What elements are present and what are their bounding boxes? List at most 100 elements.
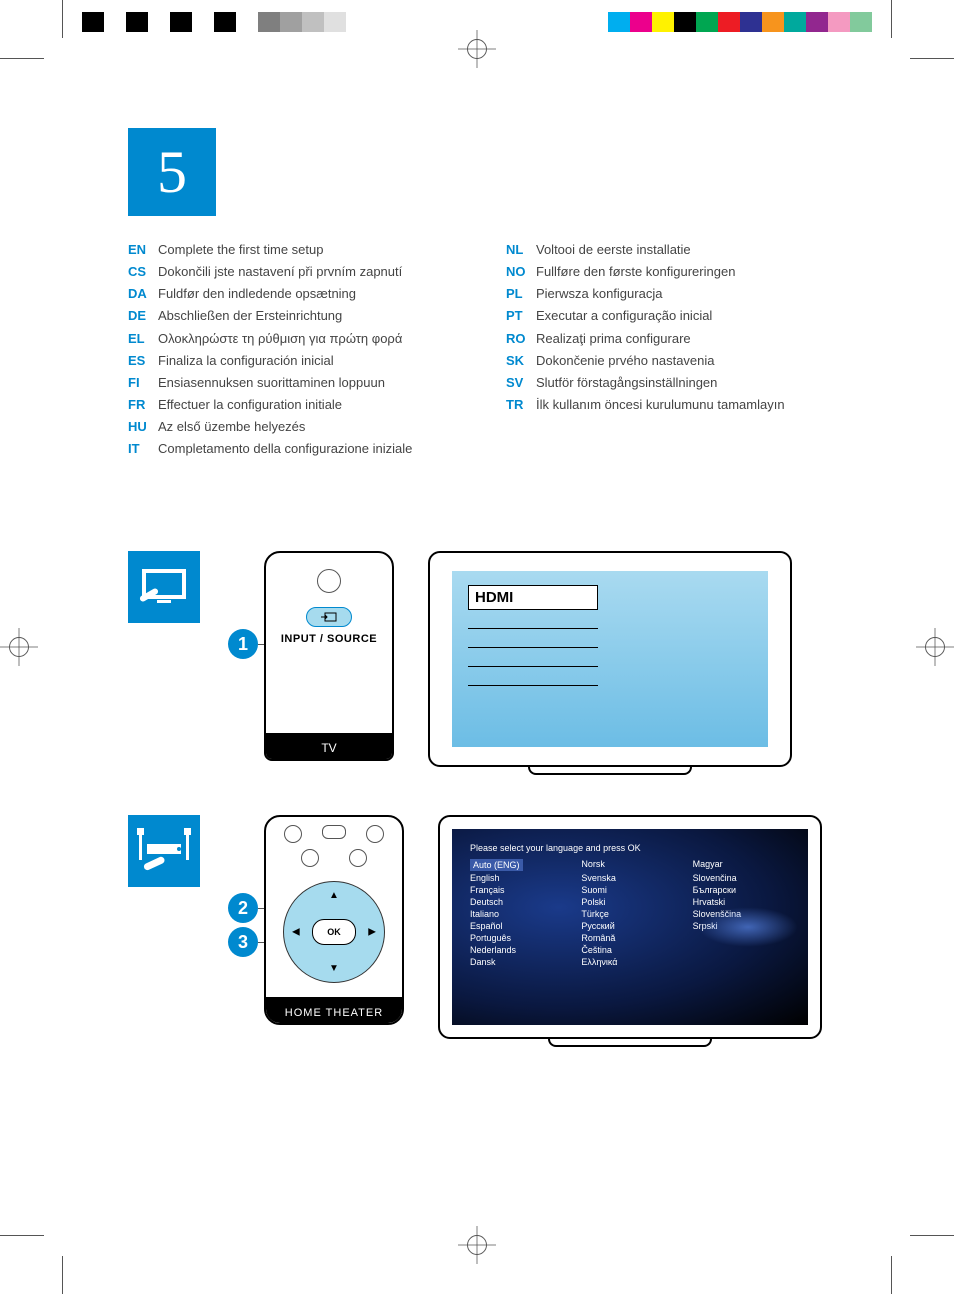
language-code: IT: [128, 439, 158, 459]
language-code: NO: [506, 262, 536, 282]
language-row: ELΟλοκληρώστε τη ρύθμιση για πρώτη φορά: [128, 329, 466, 349]
language-code: PT: [506, 306, 536, 326]
language-code: EN: [128, 240, 158, 260]
figure-row-tv-source: 1 INPUT / SOURCE TV HDMI: [128, 551, 844, 775]
language-row: SKDokončenie prvého nastavenia: [506, 351, 844, 371]
language-row: PTExecutar a configuração inicial: [506, 306, 844, 326]
language-row: ESFinaliza la configuración inicial: [128, 351, 466, 371]
menu-line: [468, 628, 598, 629]
language-text: Slutför förstagångsinställningen: [536, 373, 717, 393]
language-option: [693, 933, 790, 943]
remote-small-button: [284, 825, 302, 843]
language-option: [693, 945, 790, 955]
remote-small-button: [366, 825, 384, 843]
swatch: [718, 12, 740, 32]
language-text: Completamento della configurazione inizi…: [158, 439, 412, 459]
language-option: Dansk: [470, 957, 567, 967]
language-text: Dokončenie prvého nastavenia: [536, 351, 715, 371]
tv-remote-body: INPUT / SOURCE TV: [264, 551, 394, 761]
swatch: [806, 12, 828, 32]
language-option: Italiano: [470, 909, 567, 919]
language-select-screen: Please select your language and press OK…: [438, 815, 822, 1039]
language-option: Srpski: [693, 921, 790, 931]
step-circle-3: 3: [228, 927, 258, 957]
language-code: CS: [128, 262, 158, 282]
language-option: Auto (ENG): [470, 859, 523, 871]
source-menu: HDMI: [468, 585, 598, 686]
swatch: [170, 12, 192, 32]
crop-mark: [891, 0, 892, 38]
swatch: [324, 12, 346, 32]
grayscale-swatches: [82, 12, 346, 32]
menu-line: [468, 685, 598, 686]
language-option: Français: [470, 885, 567, 895]
language-text: İlk kullanım öncesi kurulumunu tamamlayı…: [536, 395, 785, 415]
language-row: CSDokončili jste nastavení při prvním za…: [128, 262, 466, 282]
language-options-grid: Auto (ENG)NorskMagyarEnglishSvenskaSlove…: [470, 859, 790, 967]
step-circle-2: 2: [228, 893, 258, 923]
navigation-pad: OK ▲ ▼ ◀ ▶: [283, 881, 385, 983]
language-text: Fuldfør den indledende opsætning: [158, 284, 356, 304]
home-theater-remote-body: OK ▲ ▼ ◀ ▶ HOME THEATER: [264, 815, 404, 1025]
language-row: SVSlutför förstagångsinställningen: [506, 373, 844, 393]
language-option: Русский: [581, 921, 678, 931]
swatch: [302, 12, 324, 32]
crop-mark: [910, 58, 954, 59]
crop-mark: [62, 0, 63, 38]
language-option: Hrvatski: [693, 897, 790, 907]
language-row: DEAbschließen der Ersteinrichtung: [128, 306, 466, 326]
language-text: Executar a configuração inicial: [536, 306, 712, 326]
language-text: Ολοκληρώστε τη ρύθμιση για πρώτη φορά: [158, 329, 402, 349]
language-row: NLVoltooi de eerste installatie: [506, 240, 844, 260]
input-source-label: INPUT / SOURCE: [276, 633, 382, 645]
registration-mark: [916, 628, 954, 666]
language-code: TR: [506, 395, 536, 415]
language-row: HUAz első üzembe helyezés: [128, 417, 466, 437]
language-text: Dokončili jste nastavení při prvním zapn…: [158, 262, 402, 282]
language-code: PL: [506, 284, 536, 304]
language-code: HU: [128, 417, 158, 437]
language-option: English: [470, 873, 567, 883]
language-text: Realizaţi prima configurare: [536, 329, 691, 349]
language-text: Ensiasennuksen suorittaminen loppuun: [158, 373, 385, 393]
language-option: Português: [470, 933, 567, 943]
language-option: Ελληνικά: [581, 957, 678, 967]
language-option: Norsk: [581, 859, 678, 871]
language-code: SK: [506, 351, 536, 371]
tv-screen-container: HDMI: [428, 551, 792, 775]
language-option: Türkçe: [581, 909, 678, 919]
language-option: Slovenčina: [693, 873, 790, 883]
menu-line: [468, 666, 598, 667]
input-source-button: [306, 607, 352, 627]
tv-stand: [548, 1039, 712, 1047]
swatch: [82, 12, 104, 32]
tv-screen: HDMI: [428, 551, 792, 767]
language-option: Slovenščina: [693, 909, 790, 919]
selected-source: HDMI: [468, 585, 598, 610]
language-option: Español: [470, 921, 567, 931]
page-content: 5 ENComplete the first time setupCSDokon…: [128, 128, 844, 1047]
language-text: Effectuer la configuration initiale: [158, 395, 342, 415]
swatch: [280, 12, 302, 32]
down-arrow-icon: ▼: [329, 963, 339, 974]
language-text: Az első üzembe helyezés: [158, 417, 305, 437]
tv-remote-diagram: 1 INPUT / SOURCE TV: [234, 551, 394, 761]
swatch: [192, 12, 214, 32]
language-option: Deutsch: [470, 897, 567, 907]
language-code: DE: [128, 306, 158, 326]
language-row: RORealizaţi prima configurare: [506, 329, 844, 349]
language-column-left: ENComplete the first time setupCSDokonči…: [128, 240, 466, 461]
language-row: FIEnsiasennuksen suorittaminen loppuun: [128, 373, 466, 393]
home-theater-remote-diagram: 2 3 OK ▲: [234, 815, 404, 1025]
language-screen-container: Please select your language and press OK…: [438, 815, 822, 1047]
language-text: Voltooi de eerste installatie: [536, 240, 691, 260]
language-prompt: Please select your language and press OK: [470, 843, 790, 853]
language-option: Română: [581, 933, 678, 943]
language-code: NL: [506, 240, 536, 260]
language-column-right: NLVoltooi de eerste installatieNOFullfør…: [506, 240, 844, 461]
swatch: [696, 12, 718, 32]
up-arrow-icon: ▲: [329, 890, 339, 901]
registration-mark: [458, 1226, 496, 1264]
language-option: Polski: [581, 897, 678, 907]
tv-remote-label: TV: [266, 741, 392, 755]
